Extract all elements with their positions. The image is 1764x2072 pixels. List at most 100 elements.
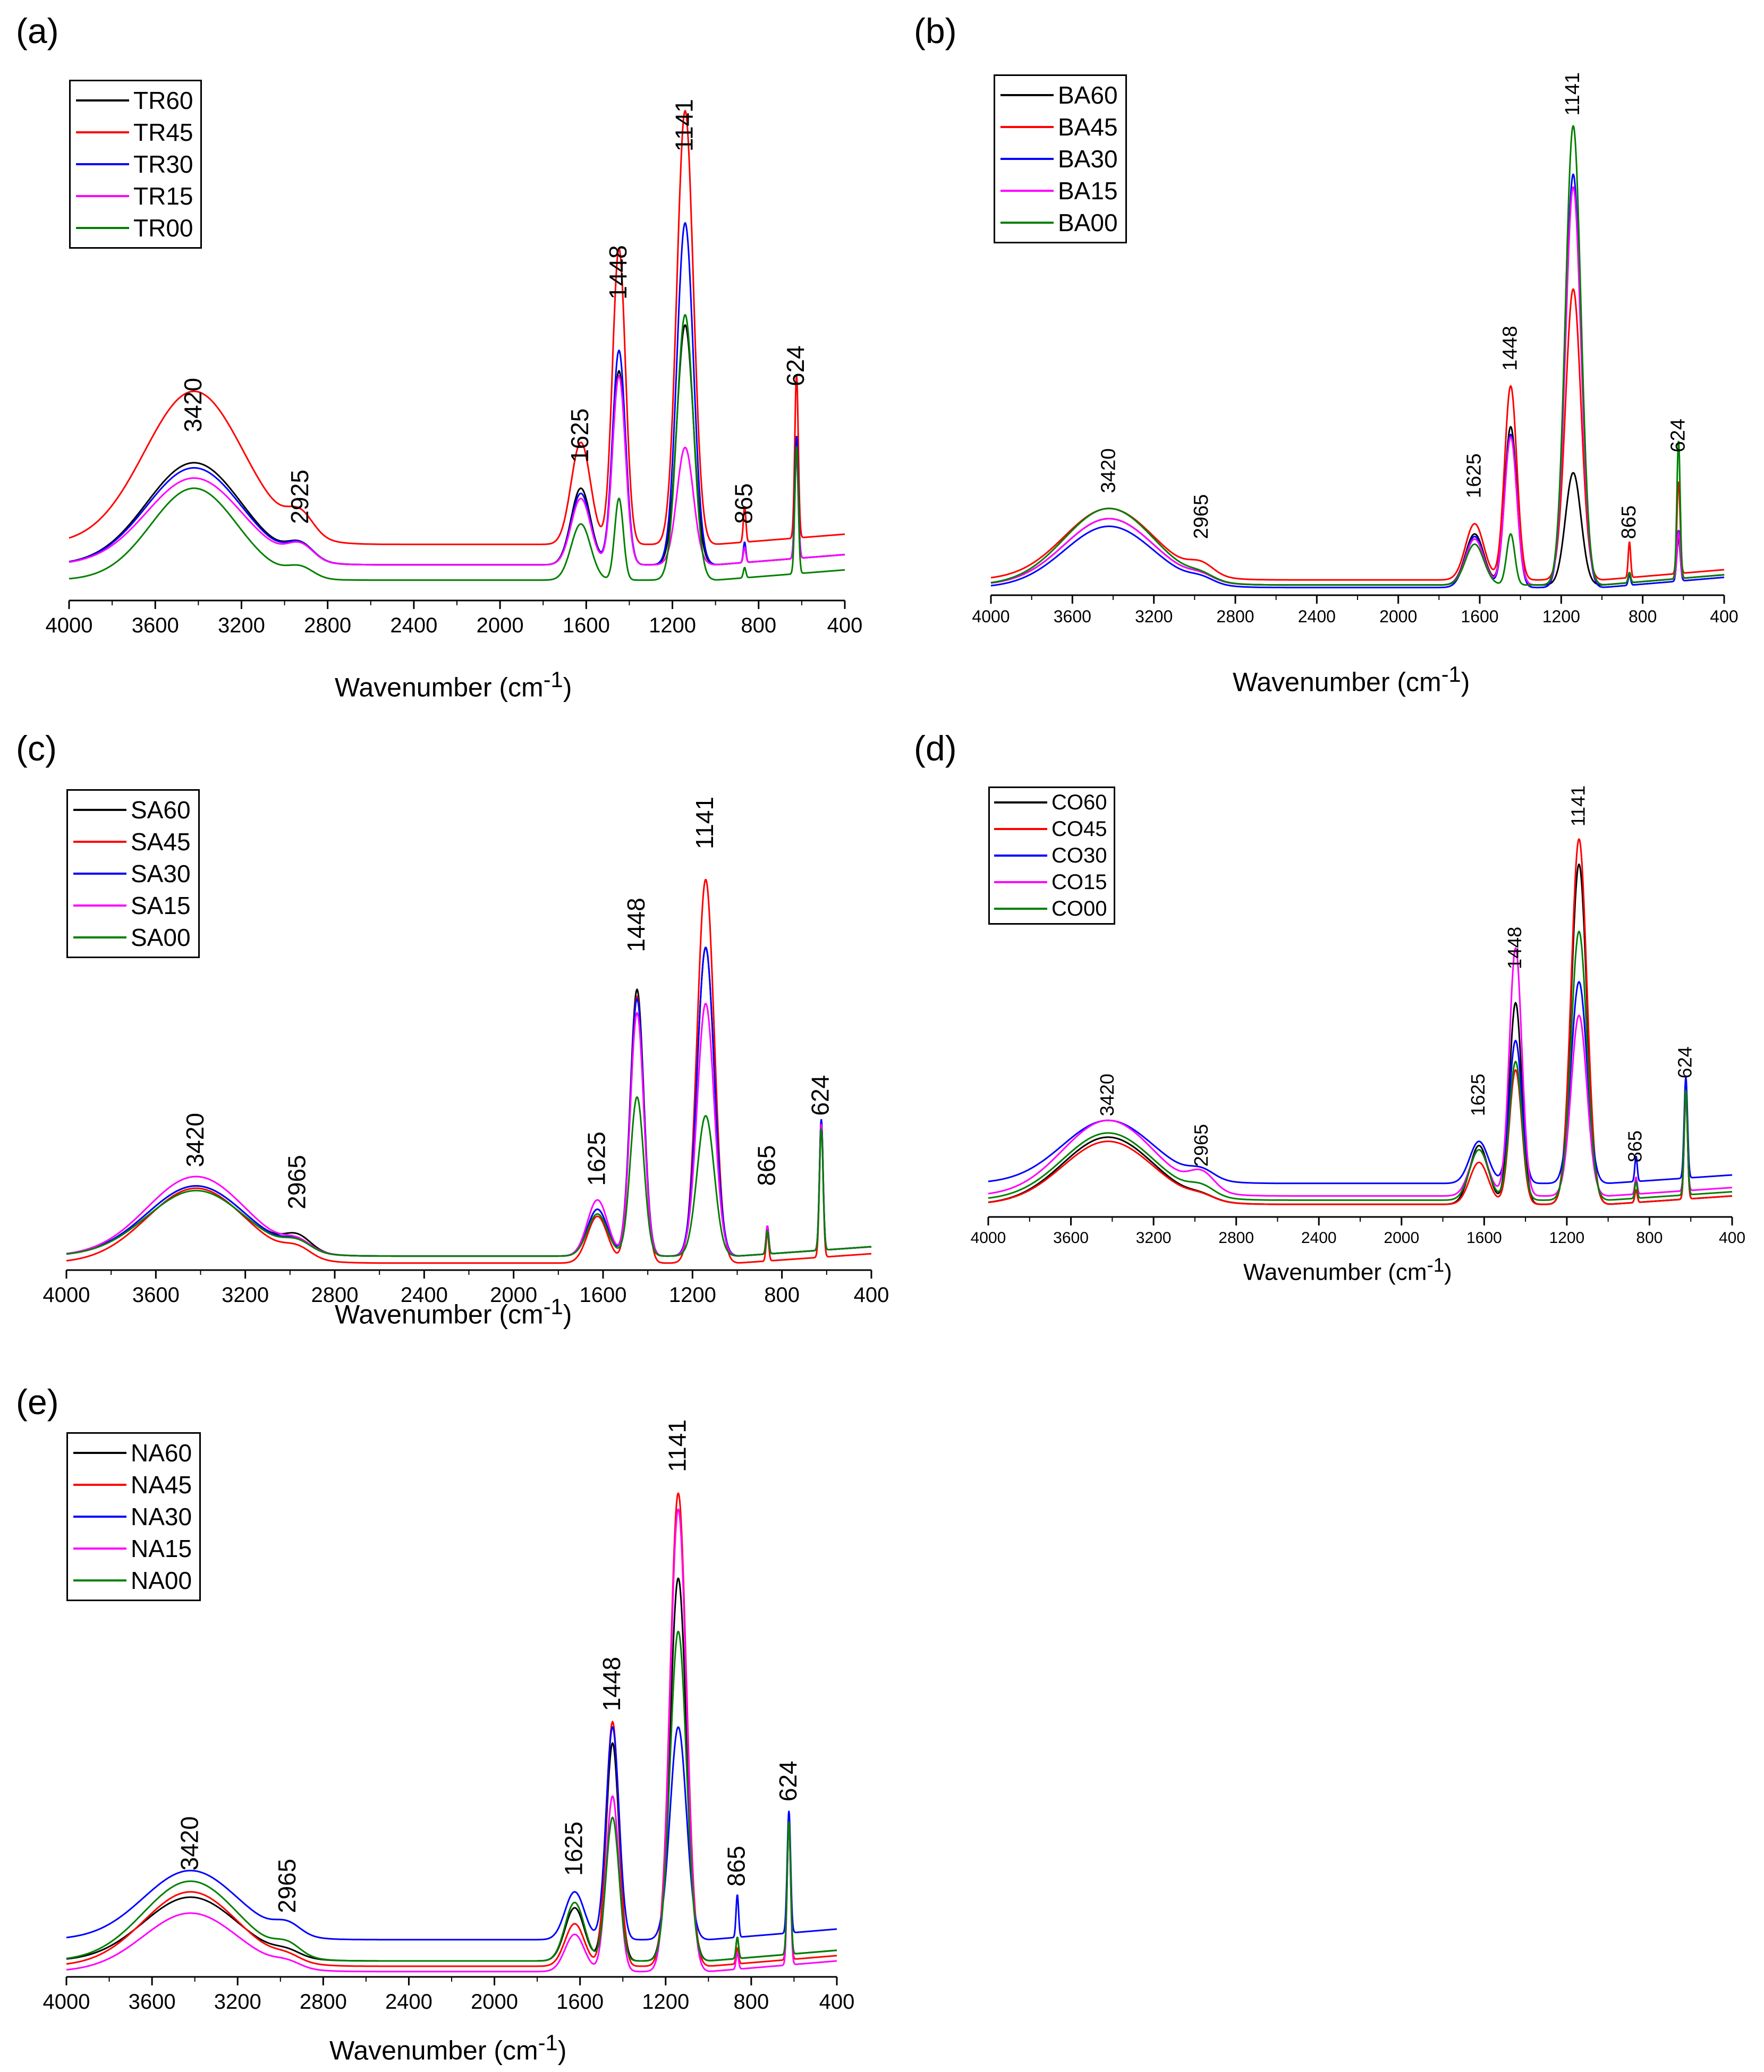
legend-label: SA60 [131, 796, 191, 824]
legend-label: NA45 [131, 1471, 192, 1499]
legend-item: SA60 [73, 794, 191, 826]
legend-swatch [1000, 222, 1054, 224]
series-line-NA15 [66, 1508, 837, 1973]
peak-label: 1625 [1463, 453, 1486, 498]
legend-item: BA30 [1000, 143, 1118, 175]
legend-item: SA15 [73, 890, 191, 921]
x-tick-label: 4000 [46, 614, 93, 637]
x-tick-label: 2800 [1218, 1229, 1254, 1247]
legend-label: SA15 [131, 892, 191, 919]
panel-label: (c) [16, 729, 57, 768]
legend-label: CO00 [1051, 897, 1107, 920]
peak-label: 1141 [670, 99, 698, 151]
series-line-CO15 [988, 946, 1733, 1197]
peak-label: 1448 [604, 245, 632, 299]
legend-label: NA00 [131, 1567, 192, 1594]
peak-label: 1625 [566, 408, 593, 462]
x-tick-label: 400 [819, 1990, 855, 2014]
peak-label: 3420 [1098, 448, 1120, 493]
x-tick-label: 2400 [385, 1990, 432, 2014]
series-line-SA30 [66, 946, 872, 1257]
x-tick-label: 3200 [218, 614, 265, 637]
legend-item: NA45 [73, 1469, 192, 1501]
series-line-CO45 [988, 838, 1733, 1205]
x-tick-label: 2000 [1384, 1229, 1419, 1247]
spectrum-plot: 4000 3600 3200 2800 2400 2000 1600 1200 800 400 34… [43, 797, 889, 1307]
spectrum-plot: 4000 3600 3200 2800 2400 2000 1600 1200 800 400 34… [46, 99, 863, 637]
legend-label: BA60 [1058, 81, 1118, 109]
peak-label: 1448 [622, 898, 650, 952]
legend-item: CO00 [994, 895, 1107, 922]
legend-swatch [73, 841, 126, 843]
legend-item: BA15 [1000, 175, 1118, 207]
peak-label: 2965 [1190, 1124, 1212, 1166]
panel-label: (b) [914, 11, 957, 50]
x-tick-label: 800 [734, 1990, 769, 2014]
legend-swatch [73, 873, 126, 875]
legend-label: TR30 [133, 150, 193, 178]
peak-label: 865 [752, 1145, 780, 1186]
legend-label: BA45 [1058, 113, 1118, 141]
peak-label: 624 [1674, 1046, 1695, 1078]
peak-label: 865 [1624, 1130, 1646, 1162]
chart-panel-c: (c) 4000 3600 3200 2800 2400 2000 1600 1200 800 4… [0, 717, 889, 1371]
legend-item: TR60 [76, 84, 193, 116]
legend-label: CO30 [1051, 843, 1107, 867]
x-tick-label: 4000 [43, 1283, 90, 1307]
peak-label: 3420 [181, 1113, 209, 1167]
legend-item: TR00 [76, 212, 193, 244]
x-tick-label: 800 [741, 614, 776, 637]
legend: TR60 TR45 TR30 TR15 TR00 [69, 80, 202, 249]
chart-panel-a: (a) 4000 3600 3200 2800 2400 2000 1600 1200 800 4… [0, 0, 882, 707]
peak-label: 2965 [283, 1155, 311, 1209]
chart-panel-b: (b) 4000 3600 3200 2800 2400 2000 1600 1200 800 4… [893, 0, 1764, 707]
x-tick-label: 1200 [1542, 607, 1580, 626]
x-tick-label: 3600 [132, 614, 179, 637]
legend: CO60 CO45 CO30 CO15 CO00 [988, 786, 1115, 925]
panel-label: (a) [16, 11, 59, 50]
legend-swatch [1000, 158, 1054, 160]
series-line-CO00 [988, 931, 1733, 1201]
legend-swatch [73, 1547, 126, 1550]
legend-label: CO45 [1051, 817, 1107, 841]
legend-label: TR60 [133, 87, 193, 114]
peak-label: 3420 [176, 1816, 203, 1871]
series-line-BA45 [990, 288, 1725, 581]
chart-panel-d: (d) 4000 3600 3200 2800 2400 2000 1600 1200 800 4… [893, 717, 1764, 1371]
x-tick-label: 400 [854, 1283, 889, 1307]
x-tick-label: 2000 [1379, 607, 1417, 626]
legend-swatch [1000, 126, 1054, 128]
series-line-NA45 [66, 1492, 837, 1967]
legend-label: NA15 [131, 1535, 192, 1562]
x-tick-label: 4000 [43, 1990, 90, 2014]
x-tick-label: 1200 [649, 614, 696, 637]
legend-label: SA30 [131, 860, 191, 887]
legend-item: CO15 [994, 869, 1107, 895]
legend-item: SA00 [73, 921, 191, 953]
peak-label: 3420 [179, 378, 207, 432]
peak-label: 2965 [273, 1859, 301, 1913]
legend-item: TR15 [76, 180, 193, 212]
peak-label: 1625 [560, 1822, 588, 1876]
legend-swatch [76, 131, 129, 133]
peak-label: 1448 [1499, 326, 1521, 371]
x-tick-label: 2400 [1298, 607, 1336, 626]
peak-label: 1141 [664, 1419, 691, 1472]
x-tick-label: 1600 [1461, 607, 1498, 626]
legend-swatch [994, 855, 1047, 857]
legend-swatch [76, 227, 129, 229]
x-axis-label: Wavenumber (cm-1) [1233, 662, 1470, 697]
x-tick-label: 3200 [222, 1283, 269, 1307]
peak-label: 624 [782, 345, 809, 386]
x-tick-label: 400 [1719, 1229, 1745, 1247]
x-tick-label: 2400 [1301, 1229, 1337, 1247]
legend: NA60 NA45 NA30 NA15 NA00 [66, 1432, 201, 1601]
legend-item: BA60 [1000, 79, 1118, 111]
x-axis-label: Wavenumber (cm-1) [335, 1294, 572, 1330]
series-line-SA00 [66, 1096, 872, 1257]
legend-item: NA60 [73, 1437, 192, 1469]
x-axis-label: Wavenumber (cm-1) [335, 667, 572, 703]
spectrum-plot: 4000 3600 3200 2800 2400 2000 1600 1200 800 400 34… [43, 1419, 855, 2014]
legend-swatch [73, 1516, 126, 1518]
x-tick-label: 3200 [214, 1990, 261, 2014]
